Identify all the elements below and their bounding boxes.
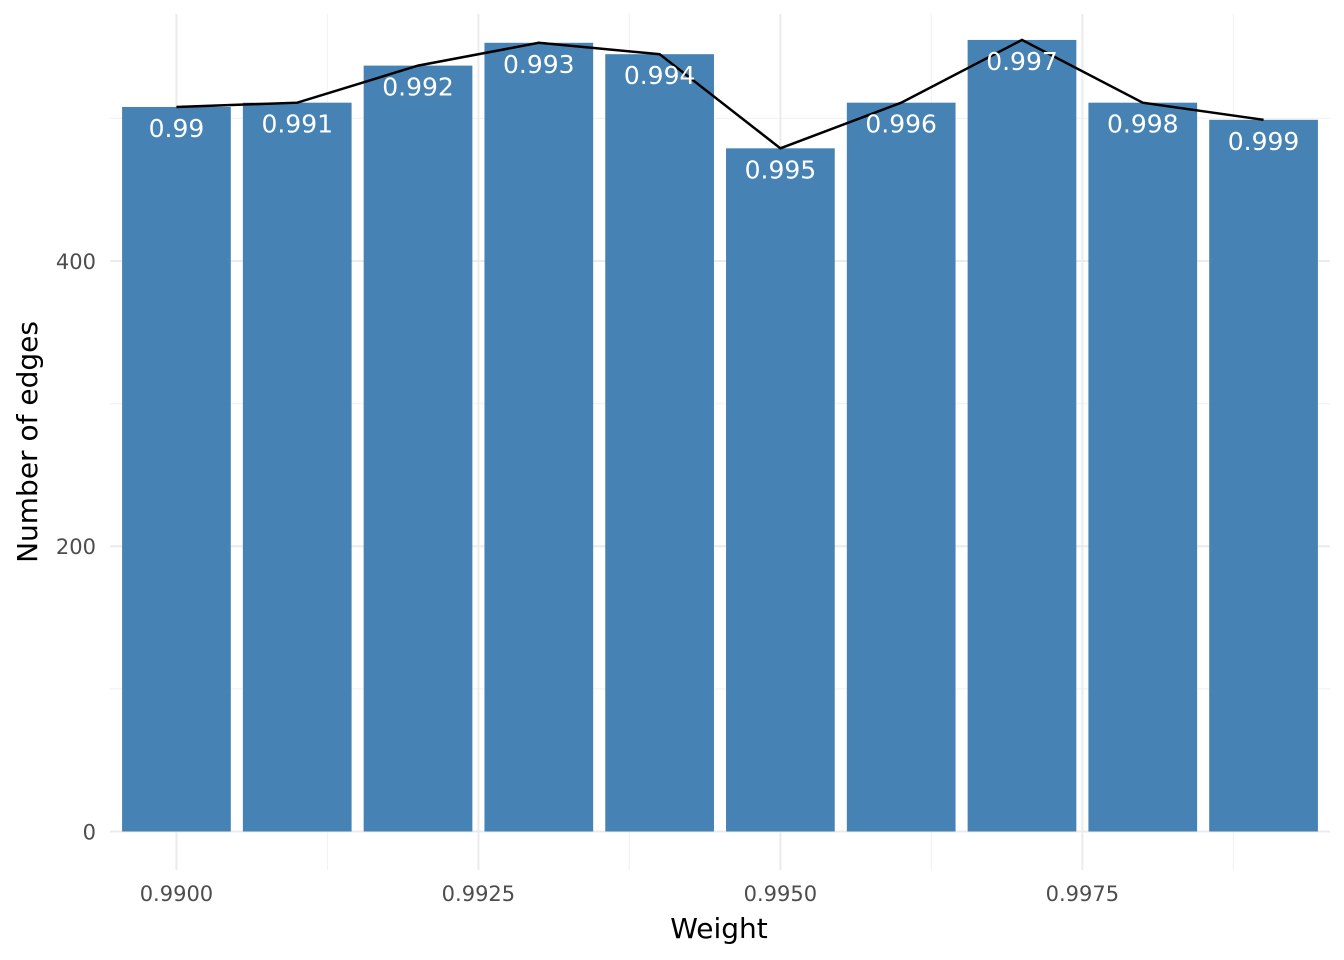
bar-data-label: 0.998 (1107, 110, 1179, 139)
bar (605, 54, 714, 832)
y-tick-label: 0 (83, 820, 96, 844)
bar (363, 65, 473, 832)
bar (846, 102, 956, 832)
x-axis-title: Weight (670, 912, 768, 945)
trend-line (176, 38, 1264, 150)
bar (1209, 119, 1318, 832)
bar-data-label: 0.99 (149, 114, 205, 143)
bar-data-label: 0.997 (986, 47, 1058, 76)
bar-data-label: 0.993 (503, 50, 575, 79)
bar (1088, 102, 1198, 832)
bar (242, 102, 352, 832)
bar-data-label: 0.999 (1228, 127, 1300, 156)
y-tick-label: 200 (56, 535, 96, 559)
bar (484, 42, 594, 832)
y-axis-title: Number of edges (11, 321, 44, 563)
bar-data-label: 0.991 (261, 110, 333, 139)
bar-data-label: 0.996 (865, 110, 937, 139)
bars (122, 39, 1318, 832)
bar-data-label: 0.995 (745, 155, 817, 184)
y-axis-ticks: 0 200 400 (56, 250, 96, 844)
x-axis-ticks: 0.9900 0.9925 0.9950 0.9975 (140, 882, 1119, 906)
x-tick-label: 0.9950 (744, 882, 817, 906)
bar-labels: 0.99 0.991 0.992 0.993 0.994 0.995 0.996 0.997 0… (149, 47, 1300, 184)
bar (726, 148, 835, 832)
x-tick-label: 0.9900 (140, 882, 213, 906)
bar-data-label: 0.994 (624, 61, 696, 90)
bar (967, 39, 1077, 832)
x-tick-label: 0.9975 (1046, 882, 1119, 906)
bar (122, 106, 231, 832)
bar-data-label: 0.992 (382, 73, 454, 102)
y-tick-label: 400 (56, 250, 96, 274)
x-tick-label: 0.9925 (442, 882, 515, 906)
trend-line-group (176, 38, 1264, 150)
